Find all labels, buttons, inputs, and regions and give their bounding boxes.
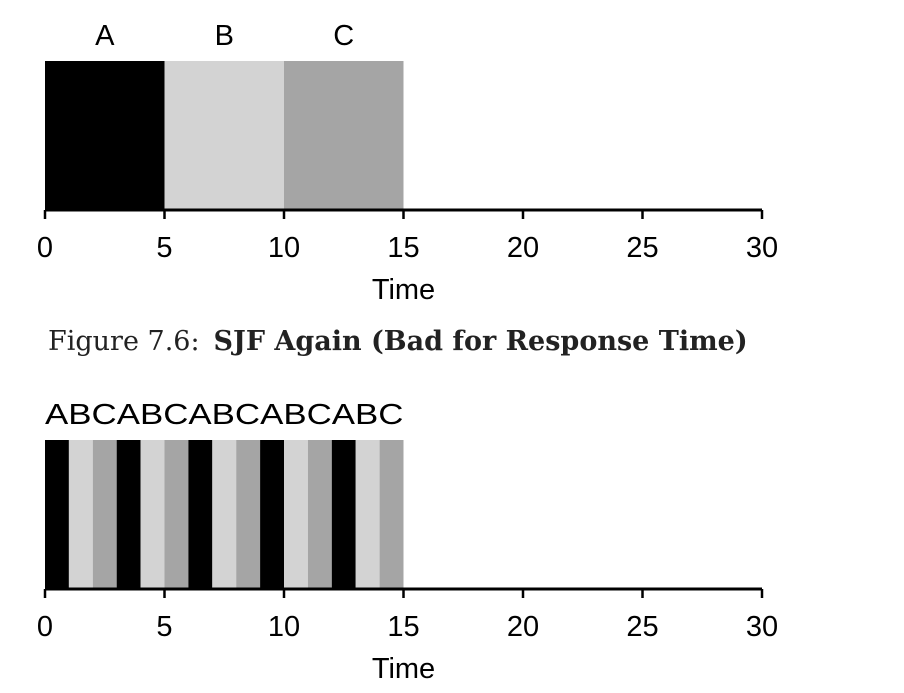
job-label: A xyxy=(95,20,115,52)
x-tick-label: 5 xyxy=(156,232,172,264)
x-tick-label: 0 xyxy=(37,611,53,643)
figure-caption-title: SJF Again (Bad for Response Time) xyxy=(214,326,748,357)
x-tick-label: 10 xyxy=(268,232,300,264)
x-axis-title: Time xyxy=(372,274,435,306)
x-tick-label: 25 xyxy=(626,232,658,264)
figure-caption-prefix: Figure 7.6: xyxy=(48,326,200,357)
job-b-bar xyxy=(355,440,380,589)
job-c-bar xyxy=(92,440,117,589)
job-c-bar xyxy=(307,440,332,589)
job-b-bar xyxy=(140,440,165,589)
job-c-bar xyxy=(164,440,189,589)
job-c-bar xyxy=(379,440,404,589)
x-tick-label: 30 xyxy=(746,232,778,264)
job-label: C xyxy=(333,20,354,52)
x-tick-label: 20 xyxy=(507,232,539,264)
job-label: B xyxy=(215,20,234,52)
job-c-bar xyxy=(236,440,261,589)
job-b-bar xyxy=(164,61,284,210)
x-tick-label: 30 xyxy=(746,611,778,643)
x-tick-label: 5 xyxy=(156,611,172,643)
x-tick-label: 15 xyxy=(387,611,419,643)
x-tick-label: 25 xyxy=(626,611,658,643)
job-a-bar xyxy=(116,440,141,589)
job-a-bar xyxy=(260,440,284,589)
job-b-bar xyxy=(68,440,93,589)
job-c-bar xyxy=(284,61,404,210)
x-tick-label: 10 xyxy=(268,611,300,643)
job-a-bar xyxy=(45,440,69,589)
sjf-gantt-chart: A B C 0 5 10 15 20 25 30 Time xyxy=(37,20,778,306)
job-a-bar xyxy=(45,61,165,210)
job-b-bar xyxy=(284,440,308,589)
x-tick-label: 0 xyxy=(37,232,53,264)
job-a-bar xyxy=(188,440,213,589)
round-robin-gantt-chart: ABCABCABCABCABC 0 5 10 15 20 25 30 Time xyxy=(37,399,778,685)
job-b-bar xyxy=(212,440,237,589)
figure-caption: Figure 7.6: SJF Again (Bad for Response … xyxy=(48,326,748,357)
x-tick-label: 20 xyxy=(507,611,539,643)
x-tick-label: 15 xyxy=(387,232,419,264)
slice-sequence-label: ABCABCABCABCABC xyxy=(45,399,404,431)
x-axis-title: Time xyxy=(372,653,435,685)
job-a-bar xyxy=(331,440,356,589)
